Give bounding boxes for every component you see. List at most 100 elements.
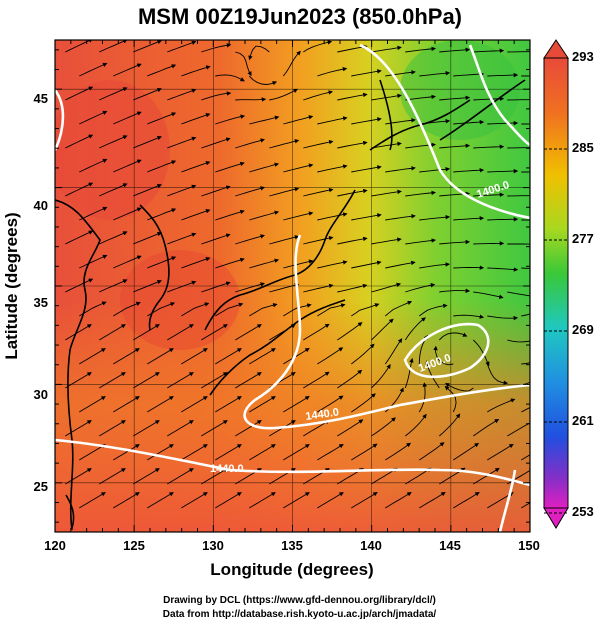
streamline <box>404 357 414 389</box>
streamline <box>147 160 177 173</box>
streamline <box>133 372 160 389</box>
streamline <box>215 444 242 461</box>
streamline <box>113 255 142 269</box>
streamline <box>133 468 160 485</box>
streamline <box>269 235 300 245</box>
streamline <box>405 190 436 197</box>
streamline <box>453 119 485 125</box>
streamline <box>337 140 368 149</box>
coast-taiwan <box>65 494 75 529</box>
streamline <box>113 301 141 317</box>
y-tick-45: 45 <box>34 91 48 106</box>
streamline <box>79 444 106 461</box>
cool-core-north <box>400 40 520 140</box>
streamline <box>453 442 480 461</box>
streamline <box>486 363 509 386</box>
streamline <box>317 260 348 269</box>
streamline <box>147 396 174 413</box>
streamline <box>487 315 519 321</box>
streamline <box>371 141 402 149</box>
streamline <box>113 63 142 77</box>
streamline <box>337 322 363 341</box>
streamline <box>215 161 245 173</box>
lat-lon-grid <box>55 40 530 532</box>
streamline <box>201 468 228 485</box>
colorbar-label-285: 285 <box>572 140 594 155</box>
streamline <box>269 187 300 197</box>
streamline <box>419 262 450 269</box>
streamline <box>65 324 92 341</box>
streamline <box>181 444 208 461</box>
streamline <box>521 313 530 317</box>
streamline <box>113 348 140 365</box>
colorbar: 293 285 277 269 261 253 <box>543 39 594 529</box>
streamline <box>201 420 228 437</box>
streamline <box>351 213 382 221</box>
map-plot: 1400.0 1440.0 1440.0 1400.0 <box>55 40 530 532</box>
streamline <box>65 40 94 53</box>
streamline <box>303 40 333 53</box>
chart-title: MSM 00Z19Jun2023 (850.0hPa) <box>138 4 462 29</box>
streamline <box>283 348 310 365</box>
streamline <box>283 492 310 509</box>
streamline <box>282 50 301 77</box>
streamline <box>235 51 252 77</box>
streamline <box>473 291 504 299</box>
streamline <box>351 443 378 461</box>
streamline <box>405 283 436 293</box>
streamline <box>473 144 505 149</box>
contour-north-arc <box>468 44 530 147</box>
streamline <box>235 97 267 102</box>
streamline <box>133 40 162 53</box>
contour-1400-south <box>55 438 530 487</box>
streamline <box>65 182 94 197</box>
streamline <box>249 303 278 317</box>
streamline <box>283 396 310 413</box>
streamline <box>453 167 485 173</box>
streamline <box>405 46 436 53</box>
contour-1440-loop <box>243 234 530 430</box>
coast-sakhalin-kurils <box>379 79 526 151</box>
credit-data: Data from http://database.rish.kyoto-u.a… <box>162 609 437 620</box>
streamline <box>133 183 162 197</box>
streamline <box>248 45 270 61</box>
streamline <box>235 372 262 389</box>
streamline <box>249 396 276 413</box>
streamline <box>99 135 128 149</box>
streamline <box>370 318 394 341</box>
streamline <box>473 419 500 437</box>
streamline <box>215 209 245 221</box>
streamline <box>351 343 375 365</box>
streamline <box>99 468 126 485</box>
colorbar-label-261: 261 <box>572 413 594 428</box>
streamline <box>215 114 246 125</box>
streamline <box>113 159 142 173</box>
streamline <box>215 348 242 365</box>
streamline <box>419 71 451 77</box>
streamline <box>113 207 142 221</box>
streamline <box>439 288 471 294</box>
streamline <box>439 413 461 437</box>
streamline <box>167 280 197 293</box>
streamline <box>249 348 276 365</box>
streamline <box>235 420 262 437</box>
coast-japan-south <box>209 299 346 396</box>
streamline <box>385 300 413 317</box>
streamline <box>487 217 519 222</box>
streamline <box>337 188 368 197</box>
colorbar-label-293: 293 <box>572 49 594 64</box>
streamline <box>419 303 448 317</box>
streamline <box>65 420 92 437</box>
streamline <box>303 187 334 197</box>
streamline <box>439 239 471 245</box>
streamline <box>147 348 174 365</box>
streamline <box>65 134 94 149</box>
streamline <box>371 237 402 245</box>
streamline <box>439 47 471 53</box>
streamline <box>487 120 519 126</box>
streamline <box>65 372 92 389</box>
streamline <box>487 267 519 272</box>
streamline <box>303 323 330 341</box>
streamline <box>473 467 500 485</box>
warm-core-korea <box>120 250 240 350</box>
